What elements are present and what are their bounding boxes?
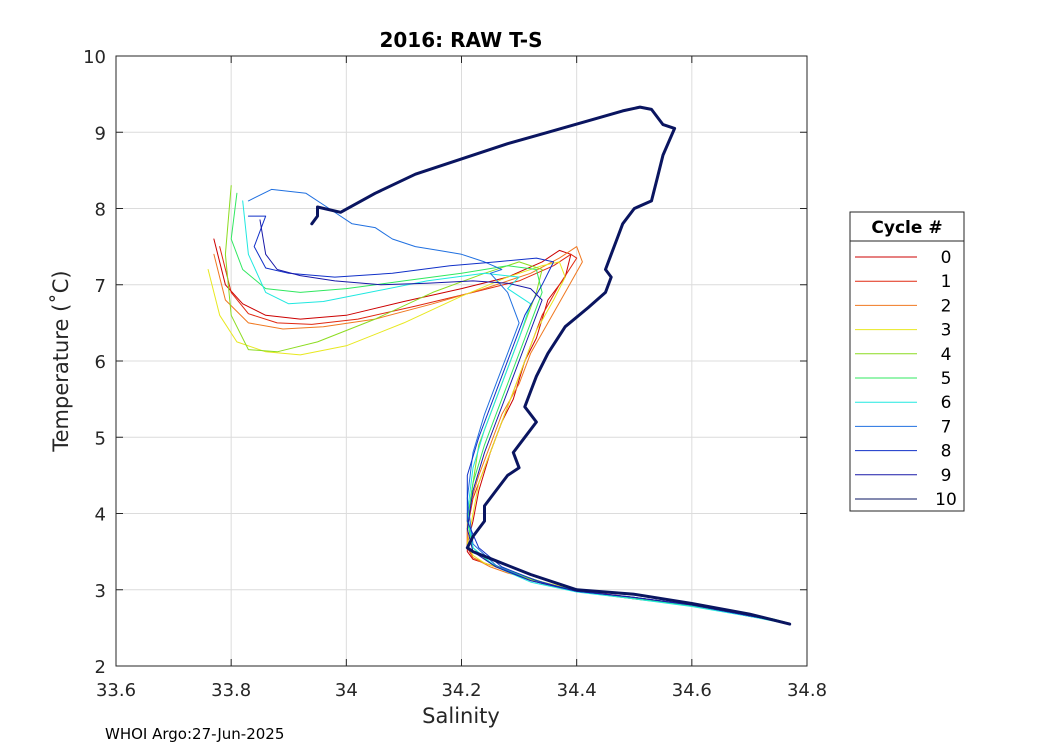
credit-text: WHOI Argo:27-Jun-2025 xyxy=(105,725,285,743)
legend-label-cycle-2: 2 xyxy=(941,296,952,316)
y-tick-label-8: 10 xyxy=(83,47,106,68)
legend-label-cycle-0: 0 xyxy=(941,248,952,268)
x-tick-label-4: 34.4 xyxy=(557,680,597,701)
series-line-cycle-9 xyxy=(259,219,791,624)
legend-label-cycle-1: 1 xyxy=(941,272,952,292)
series-layer xyxy=(207,105,792,626)
legend-label-cycle-9: 9 xyxy=(941,466,952,486)
chart-title: 2016: RAW T-S xyxy=(379,28,542,52)
y-tick-label-0: 2 xyxy=(95,657,106,678)
legend-items: 0 1 2 3 4 5 6 7 8 9 10 xyxy=(855,248,957,510)
legend-label-cycle-7: 7 xyxy=(941,417,952,437)
x-axis-label: Salinity xyxy=(422,704,500,728)
legend: Cycle # 0 1 2 3 4 5 6 7 8 9 10 xyxy=(849,211,965,512)
x-tick-label-5: 34.6 xyxy=(672,680,712,701)
legend-label-cycle-8: 8 xyxy=(941,442,952,462)
x-tick-label-2: 34 xyxy=(335,680,358,701)
legend-label-cycle-3: 3 xyxy=(941,321,952,341)
series-line-cycle-10 xyxy=(310,105,792,626)
legend-box xyxy=(849,211,965,512)
series-line-cycle-6 xyxy=(242,200,791,625)
y-tick-label-7: 9 xyxy=(95,123,106,144)
y-tick-label-4: 6 xyxy=(95,352,106,373)
legend-label-cycle-4: 4 xyxy=(941,345,952,365)
x-tick-label-0: 33.6 xyxy=(96,680,136,701)
legend-title: Cycle # xyxy=(871,218,942,238)
y-tick-label-6: 8 xyxy=(95,200,106,221)
y-tick-label-1: 3 xyxy=(95,581,106,602)
x-tick-label-6: 34.8 xyxy=(787,680,827,701)
y-axis-label: Temperature (˚C) xyxy=(49,270,73,452)
legend-label-cycle-6: 6 xyxy=(941,393,952,413)
y-tick-label-5: 7 xyxy=(95,276,106,297)
y-tick-label-3: 5 xyxy=(95,428,106,449)
y-tick-label-2: 4 xyxy=(95,505,106,526)
x-tick-label-1: 33.8 xyxy=(211,680,251,701)
x-tick-label-3: 34.2 xyxy=(441,680,481,701)
legend-label-cycle-5: 5 xyxy=(941,369,952,389)
legend-label-cycle-10: 10 xyxy=(935,490,957,510)
